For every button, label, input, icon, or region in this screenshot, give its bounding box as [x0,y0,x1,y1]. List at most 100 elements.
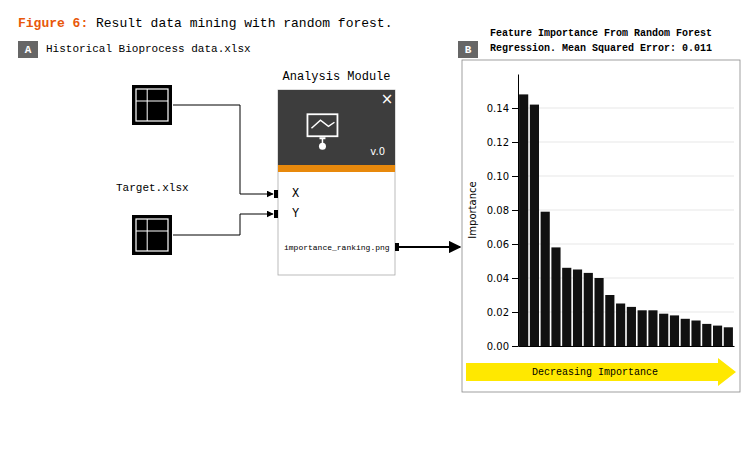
grid-line [518,244,734,245]
y-tick: 0.04 [487,273,518,284]
y-axis-title: Importance [467,181,478,238]
bar [519,94,528,346]
panel-label-a-box [18,41,38,58]
decreasing-label: Decreasing Importance [532,367,658,378]
y-tick-mark [512,244,518,245]
historical-data-label: Historical Bioprocess data.xlsx [46,43,251,55]
module-close: × [381,90,394,108]
y-tick-label: 0.02 [487,307,509,318]
module-stripe [278,165,395,172]
icon-frame [136,89,168,121]
grid-line [518,210,734,211]
bar [584,273,593,346]
y-tick: 0.08 [487,205,518,216]
y-tick-mark [512,176,518,177]
module-version: v.0 [370,146,385,157]
bar [541,212,550,346]
caption-label: Figure 6: [18,16,88,31]
grid-line [518,176,734,177]
module-input-y: Y [292,207,299,221]
icon-frame [136,219,168,251]
bar [713,326,722,346]
bar [702,324,711,346]
icon-head [319,143,326,150]
bar [724,327,733,346]
grid [518,108,734,346]
bar [691,321,700,347]
module-icon [307,114,337,150]
icon-background [132,215,172,255]
y-axis-line [518,75,519,347]
bar [594,278,603,346]
grid-line [518,142,734,143]
y-tick: 0.02 [487,307,518,318]
panel-border [462,60,740,392]
input-port [274,210,278,218]
figure-caption: Figure 6: Result data mining with random … [18,16,392,31]
icon-graph [311,120,334,128]
target-label: Target.xlsx [116,182,189,194]
historical-data-icon [132,85,172,125]
y-tick-label: 0.00 [487,341,509,352]
bar [627,307,636,346]
target-icon [132,215,172,255]
x-axis-line [519,346,735,347]
y-axis: 0.00 0.02 0.04 0.06 0.08 0.10 0.12 0.14 [487,75,519,352]
bar [681,319,690,346]
bar [638,310,647,346]
y-tick-mark [512,108,518,109]
y-tick: 0.12 [487,137,518,148]
bar [573,270,582,347]
icon-screen [307,114,337,136]
caption-text: Result data mining with random forest. [96,16,392,31]
y-tick-label: 0.08 [487,205,509,216]
icon-background [132,85,172,125]
grid-line [518,278,734,279]
output-port [395,243,399,251]
connector [173,105,273,194]
y-tick: 0.10 [487,171,518,182]
connector [173,214,273,235]
bar [648,310,657,346]
input-port [274,190,278,198]
y-tick-label: 0.12 [487,137,509,148]
y-tick-mark [512,312,518,313]
y-tick-mark [512,142,518,143]
bar [670,315,679,346]
chart-subtitle: Regression. Mean Squared Error: 0.011 [490,43,712,54]
module-header [278,90,395,165]
y-tick-mark [512,346,518,347]
icon-stand [322,138,324,143]
bars [519,94,733,346]
y-tick-label: 0.04 [487,273,509,284]
module-body [278,90,395,275]
bar [605,295,614,346]
icon-divider [136,231,168,232]
y-tick: 0.14 [487,103,518,114]
module-input-x: X [292,187,299,201]
bar [551,247,560,346]
bar [530,105,539,346]
module-output: importance_ranking.png [284,243,390,252]
bar [616,304,625,347]
icon-divider [147,219,148,251]
panel-label-a: A [25,44,32,56]
icon-divider [136,101,168,102]
chart-title: Feature Importance From Random Forest [490,28,712,39]
bar [659,314,668,346]
module-label: Analysis Module [282,70,390,84]
y-tick: 0.00 [487,341,518,352]
panel-label-b-box [458,41,478,58]
grid-line [518,108,734,109]
y-tick-mark [512,210,518,211]
output-arrow [399,246,460,248]
figure: Figure 6: Result data mining with random … [0,0,750,450]
bar [562,268,571,346]
grid-line [518,346,734,347]
y-tick: 0.06 [487,239,518,250]
y-tick-label: 0.06 [487,239,509,250]
y-tick-mark [512,278,518,279]
icon-divider [147,89,148,121]
x-axis [519,346,735,347]
y-tick-label: 0.14 [487,103,509,114]
